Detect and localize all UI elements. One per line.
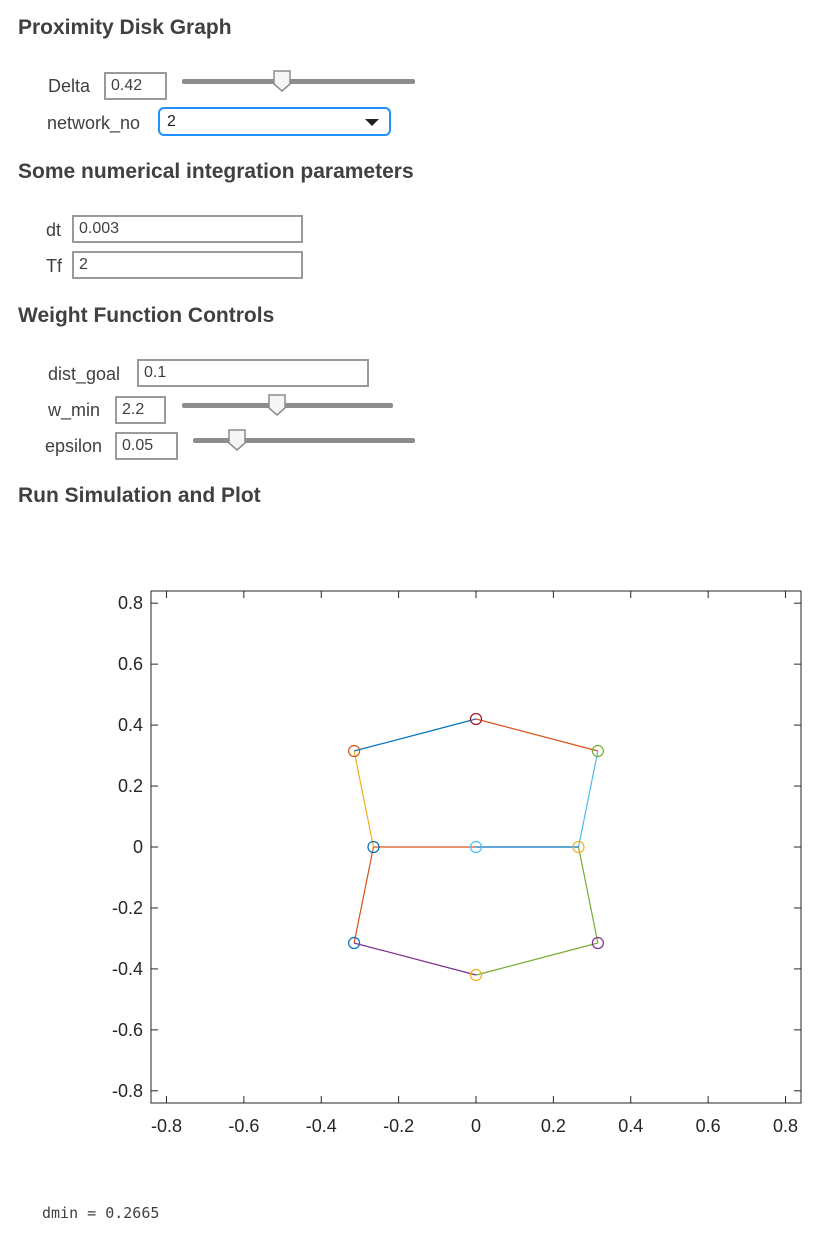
x-tick-labels: -0.8 -0.6 -0.4 -0.2 0 0.2 0.4 0.6 0.8 [151,1116,798,1136]
epsilon-field[interactable]: 0.05 [115,432,178,460]
dt-field[interactable]: 0.003 [72,215,303,243]
console-output: dmin = 0.2665 [42,1204,160,1222]
x-tick-label: 0.6 [696,1116,721,1136]
w-min-slider-thumb[interactable] [268,394,286,416]
y-tick-label: 0 [133,837,143,857]
graph-edge [353,942,477,976]
section-heading-integration: Some numerical integration parameters [18,160,414,183]
delta-slider[interactable] [182,70,415,94]
network-selected-value: 2 [167,113,176,130]
dist-goal-field[interactable]: 0.1 [137,359,369,387]
tf-label: Tf [46,256,62,276]
tf-field[interactable]: 2 [72,251,303,279]
graph-edge [353,846,375,944]
epsilon-slider[interactable] [193,429,415,453]
network-plot: -0.8 -0.6 -0.4 -0.2 0 0.2 0.4 0.6 0.8 0.80.60.40… [112,590,802,1136]
y-tick-label: 0.4 [118,715,143,735]
graph-node [469,712,483,726]
graph-node [591,744,604,758]
w-min-field[interactable]: 2.2 [115,396,166,424]
graph-node [572,840,585,854]
graph-edge [353,718,477,752]
epsilon-slider-track [193,438,415,443]
y-tick-label: 0.2 [118,776,143,796]
w-min-slider[interactable] [182,394,393,418]
dist-goal-label: dist_goal [48,364,121,384]
x-tick-label: -0.2 [383,1116,414,1136]
x-tick-label: 0.4 [618,1116,643,1136]
epsilon-slider-thumb[interactable] [228,429,247,451]
network-label: network_no [47,113,141,133]
y-tick-label: -0.8 [112,1081,143,1101]
graph-node [348,936,361,950]
graph-node [348,744,361,758]
x-tick-label: 0.8 [773,1116,798,1136]
x-tick-label: -0.6 [228,1116,259,1136]
x-tick-label: 0 [471,1116,481,1136]
graph-node [469,840,483,854]
graph-node [591,936,604,950]
y-tick-label: -0.4 [112,959,143,979]
delta-field[interactable]: 0.42 [104,72,167,100]
delta-label: Delta [48,76,91,96]
graph-node [469,968,483,982]
graph-edge [353,750,375,848]
y-tick-label: 0.6 [118,654,143,674]
x-tick-label: 0.2 [541,1116,566,1136]
network-dropdown[interactable]: 2 [158,107,391,136]
w-min-label: w_min [48,400,101,420]
y-tick-label: -0.6 [112,1020,143,1040]
epsilon-label: epsilon [45,436,103,456]
y-tick-labels: 0.8 0.6 0.4 0.2 0 -0.2 -0.4 -0.6 -0.8 [112,593,143,1101]
w-min-slider-track [182,403,393,408]
section-heading-weight: Weight Function Controls [18,304,275,327]
chevron-down-icon [365,119,379,126]
graph-edge [577,846,599,944]
graph-edges [353,718,599,976]
graph-edge [577,750,599,848]
y-tick-label: 0.8 [118,593,143,613]
section-heading-proximity: Proximity Disk Graph [18,16,232,39]
y-tick-label: -0.2 [112,898,143,918]
section-heading-run: Run Simulation and Plot [18,484,261,507]
delta-slider-track [182,79,415,84]
graph-nodes [348,712,604,982]
axis-ticks [151,591,801,1103]
dt-label: dt [46,220,62,240]
x-tick-label: -0.4 [306,1116,337,1136]
delta-slider-thumb[interactable] [273,70,291,92]
graph-node [367,840,380,854]
x-tick-label: -0.8 [151,1116,182,1136]
graph-edge [475,718,599,752]
graph-edge [475,942,599,976]
